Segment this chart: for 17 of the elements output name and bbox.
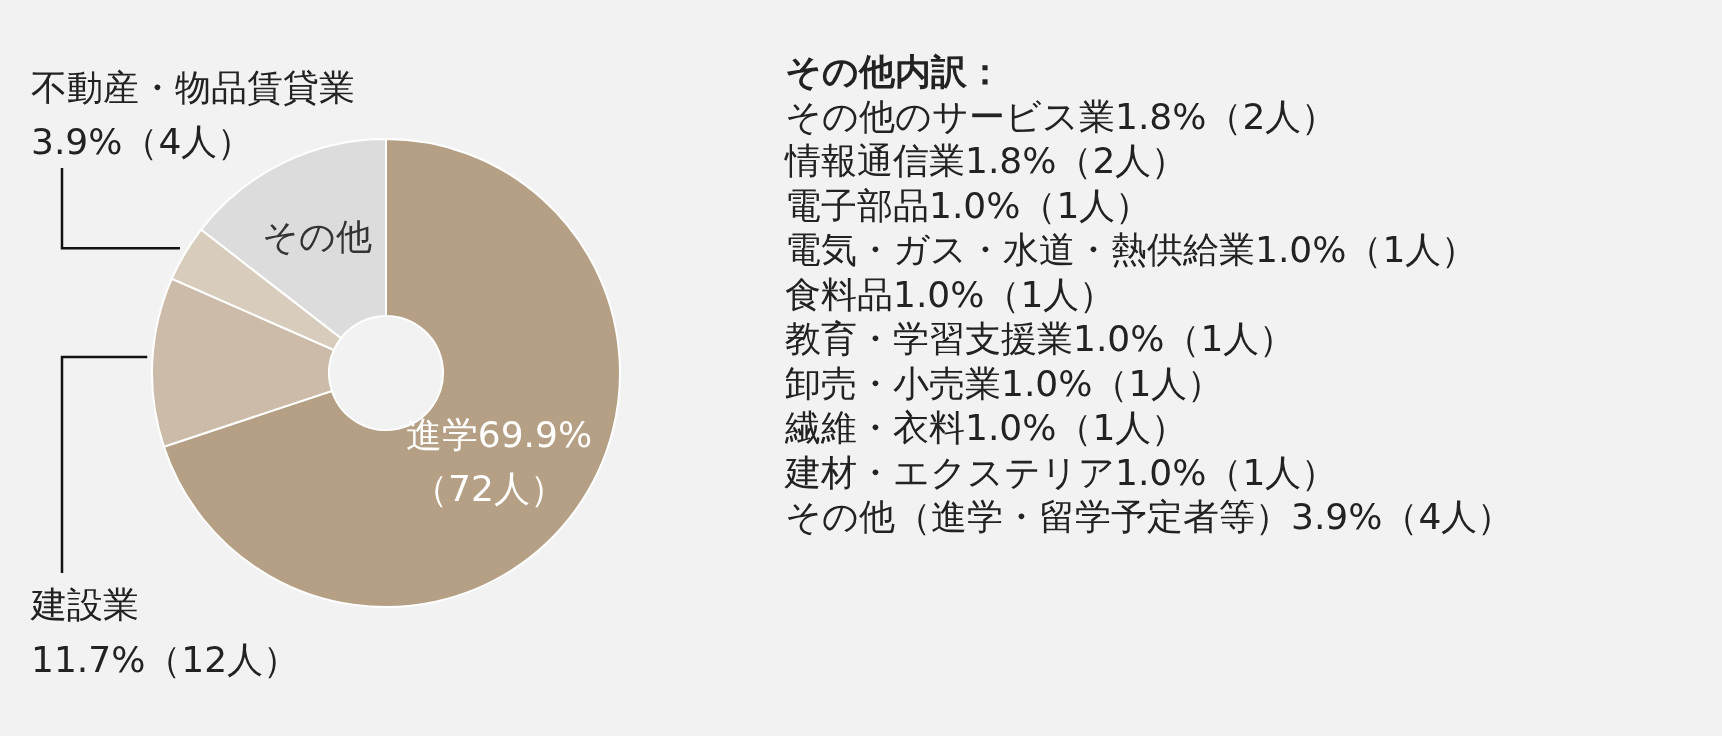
- text: 食料品1.0%（1人）: [785, 272, 1117, 317]
- text: その他（進学・留学予定者等）3.9%（4人）: [785, 495, 1514, 539]
- text: 情報通信業1.8%（2人）: [785, 139, 1189, 183]
- slice-label: 建設業: [30, 584, 139, 625]
- text: 電気・ガス・水道・熱供給業1.0%（1人）: [785, 228, 1479, 272]
- slice-label: 進学69.9%（72人）: [405, 414, 593, 510]
- text: 卸売・小売業1.0%（1人）: [785, 361, 1225, 406]
- text: その他内訳：: [785, 50, 1004, 94]
- data-label: 11.7%（12人）: [31, 639, 300, 680]
- text: 電子部品1.0%（1人）: [785, 183, 1153, 228]
- text: 建材・エクステリア1.0%（1人）: [785, 450, 1339, 495]
- text: 繊維・衣料1.0%（1人）: [785, 406, 1189, 450]
- slice-label: その他: [261, 216, 372, 258]
- slice-label: 不動産・物品賃貸業: [31, 67, 355, 108]
- text: 教育・学習支援業1.0%（1人）: [785, 317, 1297, 361]
- text: その他のサービス業1.8%（2人）: [785, 94, 1339, 139]
- data-label: 3.9%（4人）: [31, 121, 254, 162]
